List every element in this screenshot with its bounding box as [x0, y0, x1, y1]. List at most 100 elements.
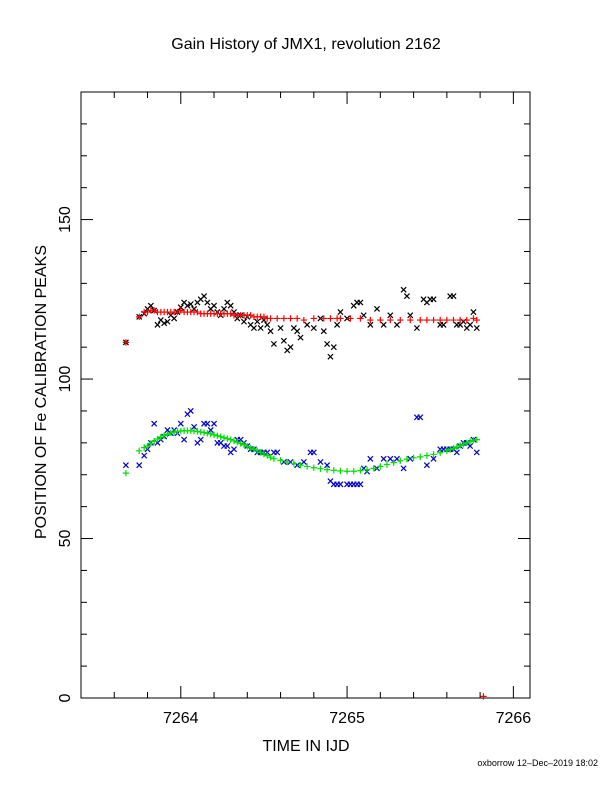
data-point-series-1 [407, 312, 414, 319]
data-point-series-1 [187, 301, 194, 308]
data-point-series-2 [310, 315, 318, 322]
data-point-series-4 [247, 444, 254, 452]
data-point-series-1 [430, 296, 437, 303]
data-point-series-2 [280, 315, 288, 322]
data-point-series-4 [383, 461, 391, 468]
data-point-series-4 [230, 437, 238, 445]
data-point-series-2 [267, 315, 274, 322]
data-point-series-4 [267, 453, 274, 461]
data-point-series-1 [294, 328, 301, 335]
x-tick-label: 7266 [496, 710, 532, 727]
data-point-series-4 [207, 430, 214, 438]
data-point-series-3 [380, 455, 387, 462]
data-point-series-3 [211, 420, 218, 427]
data-point-series-1 [330, 344, 337, 351]
data-point-series-4 [357, 467, 364, 474]
data-point-series-3 [453, 449, 460, 456]
data-point-series-4 [453, 443, 461, 451]
data-point-series-4 [410, 454, 417, 462]
data-point-series-4 [250, 446, 258, 453]
data-point-series-1 [201, 293, 208, 300]
y-tick-label: 50 [57, 530, 74, 548]
data-point-series-2 [387, 316, 394, 324]
data-point-series-1 [250, 324, 257, 332]
data-point-series-2 [320, 315, 327, 322]
data-point-series-4 [423, 452, 431, 459]
data-point-series-4 [456, 442, 464, 449]
data-point-series-2 [473, 316, 480, 324]
data-point-series-4 [220, 434, 228, 441]
x-tick-label: 7264 [163, 710, 199, 727]
axes-group: 7264 7265 7266 0 50 100 150 [57, 91, 532, 727]
data-point-series-4 [377, 463, 384, 470]
data-point-series-1 [264, 321, 271, 328]
data-point-series-1 [467, 321, 474, 328]
data-point-series-3 [197, 436, 204, 443]
data-point-series-4 [297, 461, 304, 469]
data-point-series-4 [264, 452, 271, 459]
data-point-series-4 [244, 443, 251, 450]
data-point-series-3 [467, 443, 474, 450]
data-point-series-1 [393, 321, 400, 328]
data-point-series-3 [473, 449, 480, 456]
data-point-series-1 [357, 299, 364, 306]
data-point-series-3 [423, 462, 430, 469]
data-point-series-4 [337, 467, 344, 475]
data-point-series-4 [284, 458, 291, 466]
data-point-series-4 [254, 447, 261, 455]
data-point-series-1 [413, 324, 420, 332]
data-point-series-4 [323, 466, 331, 473]
data-point-series-1 [240, 318, 247, 325]
data-point-series-4 [317, 465, 324, 472]
data-point-series-1 [280, 337, 287, 344]
data-point-series-1 [277, 324, 284, 332]
data-point-series-1 [344, 315, 351, 322]
data-point-series-1 [337, 309, 344, 316]
data-point-series-1 [270, 340, 277, 347]
data-point-series-4 [290, 460, 298, 467]
data-point-series-2 [463, 316, 471, 324]
data-point-series-1 [334, 321, 341, 328]
data-point-series-4 [310, 464, 318, 471]
data-point-series-4 [303, 463, 311, 470]
chart-title: Gain History of JMX1, revolution 2162 [171, 36, 441, 53]
data-point-series-4 [214, 432, 221, 440]
data-point-series-4 [144, 442, 151, 450]
data-point-series-4 [330, 467, 337, 474]
data-point-series-1 [304, 321, 311, 328]
data-point-series-4 [204, 430, 211, 437]
data-point-series-2 [227, 310, 234, 317]
data-point-series-2 [357, 315, 364, 322]
data-point-series-4 [446, 446, 454, 453]
data-point-series-3 [191, 423, 198, 430]
data-point-series-4 [350, 468, 357, 475]
data-point-series-1 [360, 312, 367, 319]
data-point-series-1 [164, 318, 171, 325]
data-point-series-3 [136, 462, 143, 469]
data-point-series-4 [473, 436, 480, 443]
data-point-series-2 [144, 308, 151, 316]
data-point-series-3 [407, 455, 414, 462]
data-point-series-1 [470, 309, 477, 316]
data-point-series-1 [287, 344, 294, 351]
data-point-series-4 [164, 431, 171, 438]
data-point-series-1 [373, 305, 381, 312]
marks-group [122, 286, 487, 700]
data-point-series-3 [300, 458, 307, 466]
data-point-series-2 [470, 315, 477, 322]
data-point-series-3 [141, 452, 148, 459]
data-point-series-4 [136, 447, 143, 455]
data-point-series-4 [200, 429, 208, 436]
data-point-series-4 [370, 465, 377, 472]
data-point-series-4 [450, 445, 457, 452]
data-point-series-3 [274, 449, 281, 456]
data-point-series-1 [403, 293, 410, 300]
data-point-series-3 [310, 449, 317, 456]
data-point-series-1 [380, 321, 387, 328]
data-point-series-2 [150, 307, 158, 314]
data-point-series-3 [187, 407, 194, 414]
data-point-series-4 [463, 439, 471, 447]
data-point-series-4 [277, 457, 284, 464]
data-point-series-1 [254, 318, 261, 325]
